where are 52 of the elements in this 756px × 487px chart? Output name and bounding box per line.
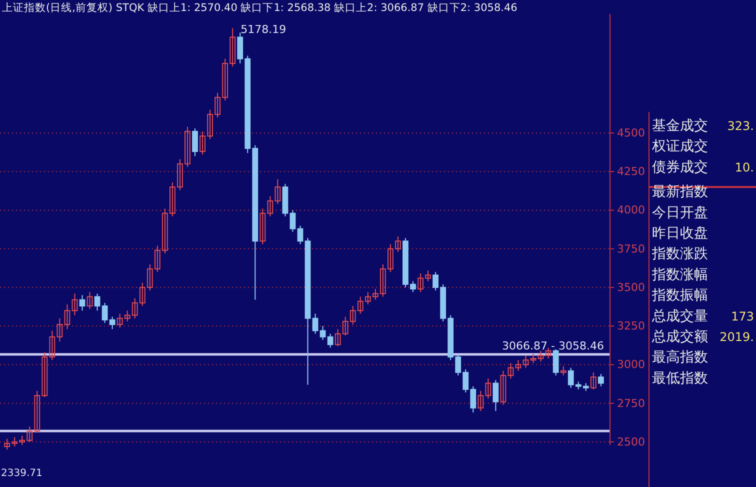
candlestick [560, 366, 566, 376]
candlestick [530, 353, 536, 364]
candlestick [538, 350, 544, 362]
text: 总成交额 2019. [651, 329, 754, 345]
text: 2339.71 [1, 468, 42, 479]
y-tick-label: 3500 [617, 280, 645, 294]
y-tick-label: 3750 [617, 242, 645, 256]
candlestick [598, 373, 604, 387]
y-tick-label: 4250 [617, 165, 645, 178]
chart-title: 上证指数(日线,前复权) STQK 缺口上1: 2570.40 缺口下1: 2568.38 缺口上2: 3066.87 缺口下2: 3058.46 [2, 1, 518, 14]
candlestick [290, 210, 296, 232]
annotation: 5178.19 [240, 23, 286, 36]
text: 指数涨幅 [651, 266, 708, 283]
candlestick [192, 128, 198, 157]
text: 指数振幅 [651, 288, 708, 304]
ref-line-label: 3066.87 - 3058.46 [502, 339, 604, 352]
candlestick [56, 318, 63, 342]
text: 权证成交 [651, 138, 708, 155]
y-tick-label: 3000 [617, 358, 645, 372]
text: 最低指数 [652, 370, 708, 386]
text: 债券成交 10. [652, 159, 754, 176]
candlestick [522, 354, 529, 368]
candlestick [86, 292, 93, 310]
candlestick [72, 293, 78, 316]
candlestick [109, 316, 116, 330]
candlestick [545, 347, 552, 359]
text: 今日开盘 [652, 204, 708, 221]
candlestick [94, 293, 100, 312]
candlestick [64, 304, 70, 330]
text: 基金成交 323. [652, 118, 754, 134]
candlestick [515, 360, 522, 372]
candlestick [312, 313, 318, 334]
candlestick [320, 326, 326, 340]
text: 指数涨跌 [651, 246, 708, 262]
text: 最新指数 [652, 184, 708, 200]
candlestick [552, 348, 559, 376]
text: 最高指数 [652, 350, 708, 366]
y-tick-label: 2750 [617, 396, 645, 410]
candlestick [492, 380, 499, 412]
candlestick [590, 372, 596, 390]
candlestick [508, 362, 514, 380]
y-tick-label: 4500 [617, 126, 645, 140]
text: 总成交量 173 [652, 308, 754, 324]
candlestick [327, 333, 334, 348]
y-tick-label: 3250 [617, 320, 645, 333]
candlestick [79, 294, 86, 312]
y-tick-label: 2500 [617, 435, 645, 448]
text: 昨日收盘 [652, 226, 708, 242]
candlestick [297, 225, 304, 245]
candlestick [500, 370, 506, 406]
candlestick [102, 302, 108, 324]
y-tick-label: 4000 [617, 204, 645, 217]
